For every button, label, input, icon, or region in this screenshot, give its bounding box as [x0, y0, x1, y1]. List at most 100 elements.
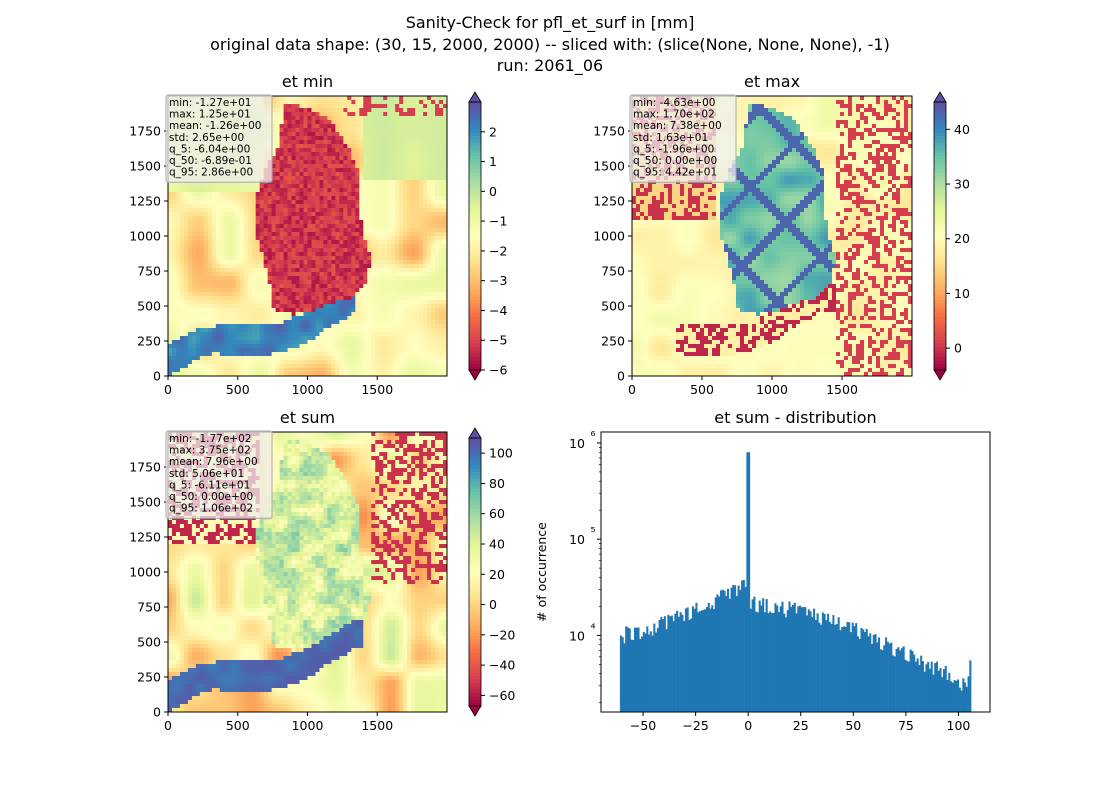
heatmap-cell [343, 260, 348, 265]
heatmap-cell [175, 344, 181, 349]
heatmap-cell [439, 116, 444, 121]
heatmap-cell [199, 344, 205, 349]
colorbar-segment [469, 326, 481, 331]
heatmap-cell [303, 236, 309, 241]
heatmap-cell [351, 216, 356, 221]
heatmap-cell [435, 192, 440, 197]
heatmap-cell [299, 320, 305, 325]
heatmap-cell [323, 352, 329, 357]
heatmap-cell [363, 100, 368, 105]
heatmap-cell [207, 284, 213, 289]
heatmap-cell [275, 128, 281, 133]
heatmap-cell [383, 116, 388, 121]
heatmap-cell [179, 200, 185, 205]
heatmap-cell [315, 348, 321, 353]
heatmap-cell [255, 200, 261, 205]
heatmap-cell [199, 356, 205, 361]
heatmap-cell [351, 272, 356, 277]
heatmap-cell [323, 164, 329, 169]
heatmap-cell [179, 300, 185, 305]
heatmap-cell [367, 100, 372, 105]
heatmap-cell [407, 328, 412, 333]
heatmap-cell [267, 348, 273, 353]
heatmap-cell [427, 268, 432, 273]
heatmap-cell [219, 240, 225, 245]
heatmap-cell [275, 216, 281, 221]
heatmap-cell [211, 368, 217, 373]
heatmap-cell [295, 236, 301, 241]
heatmap-cell [283, 328, 289, 333]
heatmap-cell [271, 356, 277, 361]
heatmap-cell [303, 172, 309, 177]
heatmap-cell [243, 304, 249, 309]
heatmap-cell [243, 252, 249, 257]
heatmap-cell [423, 328, 428, 333]
heatmap-cell [391, 96, 396, 101]
heatmap-cell [339, 200, 344, 205]
heatmap-cell [283, 288, 289, 293]
heatmap-cell [375, 268, 380, 273]
heatmap-cell [355, 360, 360, 365]
heatmap-cell [395, 336, 400, 341]
heatmap-cell [287, 96, 293, 101]
heatmap-cell [239, 280, 245, 285]
heatmap-cell [355, 340, 360, 345]
heatmap-cell [359, 256, 364, 261]
heatmap-cell [207, 272, 213, 277]
heatmap-cell [243, 284, 249, 289]
heatmap-cell [387, 208, 392, 213]
heatmap-cell [227, 304, 233, 309]
heatmap-cell [267, 332, 273, 337]
colorbar-segment [469, 182, 481, 187]
heatmap-cell [383, 224, 388, 229]
heatmap-cell [351, 368, 356, 373]
heatmap-cell [375, 296, 380, 301]
colorbar-segment [469, 292, 481, 297]
heatmap-cell [435, 308, 440, 313]
heatmap-cell [363, 96, 368, 101]
heatmap-cell [363, 228, 368, 233]
heatmap-cell [331, 192, 336, 197]
heatmap-cell [323, 224, 329, 229]
heatmap-cell [359, 104, 364, 109]
heatmap-cell [219, 364, 225, 369]
heatmap-cell [311, 264, 317, 269]
heatmap-cell [263, 324, 269, 329]
heatmap-cell [255, 300, 261, 305]
heatmap-cell [287, 184, 293, 189]
heatmap-cell [168, 192, 173, 197]
heatmap-cell [419, 220, 424, 225]
heatmap-cell [207, 356, 213, 361]
heatmap-cell [239, 220, 245, 225]
heatmap-cell [168, 348, 173, 353]
stats-line: q_5: -6.04e+00 [169, 143, 250, 155]
heatmap-cell [343, 232, 348, 237]
heatmap-cell [363, 232, 368, 237]
heatmap-cell [343, 352, 348, 357]
heatmap-cell [383, 252, 388, 257]
heatmap-cell [443, 264, 447, 269]
heatmap-cell [283, 168, 289, 173]
heatmap-cell [283, 364, 289, 369]
heatmap-cell [379, 244, 384, 249]
heatmap-cell [283, 224, 289, 229]
heatmap-cell [407, 144, 412, 149]
heatmap-cell [351, 336, 356, 341]
heatmap-cell [279, 248, 285, 253]
heatmap-cell [343, 364, 348, 369]
heatmap-cell [255, 312, 261, 317]
heatmap-cell [168, 316, 173, 321]
heatmap-cell [295, 332, 301, 337]
heatmap-cell [275, 136, 281, 141]
colorbar-segment [469, 299, 481, 304]
heatmap-cell [275, 252, 281, 257]
heatmap-cell [207, 208, 213, 213]
heatmap-cell [375, 368, 380, 373]
heatmap-cell [295, 320, 301, 325]
heatmap-cell [263, 236, 269, 241]
heatmap-cell [443, 288, 447, 293]
heatmap-cell [303, 340, 309, 345]
heatmap-cell [379, 280, 384, 285]
heatmap-cell [331, 100, 336, 105]
heatmap-cell [307, 212, 313, 217]
